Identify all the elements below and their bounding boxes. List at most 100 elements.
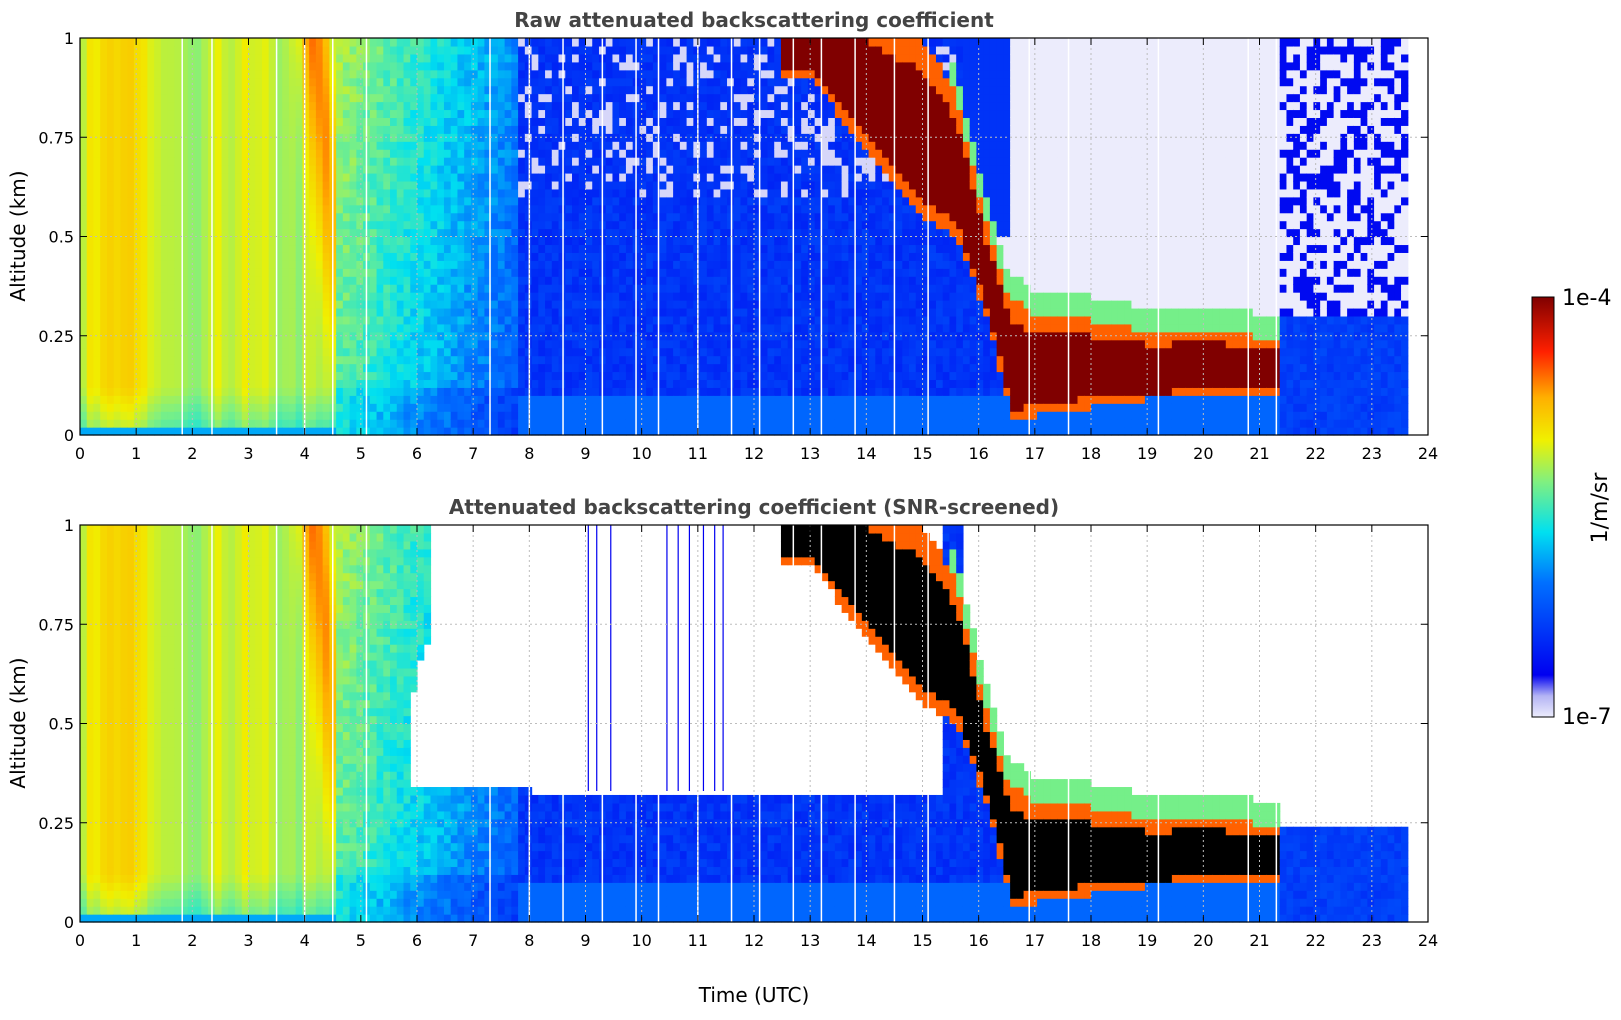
heatmap-cell <box>578 61 587 71</box>
heatmap-cell <box>457 61 465 71</box>
heatmap-cell <box>214 427 223 436</box>
heatmap-cell <box>181 387 189 396</box>
heatmap-cell <box>390 331 398 341</box>
heatmap-cell <box>282 363 290 373</box>
heatmap-cell <box>733 212 742 222</box>
heatmap-cell <box>565 125 573 134</box>
heatmap-cell <box>302 427 310 436</box>
heatmap-cell <box>295 220 304 230</box>
heatmap-cell <box>201 53 209 63</box>
heatmap-cell <box>706 252 715 261</box>
heatmap-cell <box>194 196 202 206</box>
heatmap-cell <box>477 355 485 365</box>
heatmap-cell <box>261 363 270 373</box>
heatmap-cell <box>282 172 290 182</box>
heatmap-cell <box>214 315 223 325</box>
heatmap-cell <box>464 403 472 412</box>
heatmap-cell <box>686 427 694 436</box>
heatmap-cell <box>342 355 351 365</box>
heatmap-cell <box>747 268 755 277</box>
heatmap-cell <box>160 236 169 246</box>
heatmap-cell <box>639 141 647 150</box>
heatmap-cell <box>154 427 162 436</box>
heatmap-cell <box>491 315 499 325</box>
heatmap-cell <box>410 403 418 412</box>
heatmap-cell <box>652 427 661 436</box>
heatmap-cell <box>437 268 445 277</box>
heatmap-cell <box>504 268 512 277</box>
heatmap-cell <box>740 355 748 365</box>
heatmap-cell <box>221 339 229 349</box>
heatmap-cell <box>679 395 688 404</box>
heatmap-cell <box>639 69 647 79</box>
heatmap-cell <box>261 77 270 87</box>
heatmap-cell <box>201 109 209 118</box>
heatmap-cell <box>524 315 533 325</box>
heatmap-cell <box>619 204 627 214</box>
heatmap-cell <box>187 228 196 238</box>
heatmap-cell <box>214 339 223 349</box>
heatmap-cell <box>235 260 243 269</box>
heatmap-cell <box>410 371 418 381</box>
heatmap-cell <box>261 395 270 404</box>
heatmap-cell <box>309 125 317 134</box>
heatmap-cell <box>288 339 297 349</box>
heatmap-cell <box>113 339 122 349</box>
heatmap-cell <box>619 133 627 142</box>
heatmap-cell <box>558 220 566 230</box>
heatmap-cell <box>747 212 755 222</box>
heatmap-cell <box>491 363 499 373</box>
heatmap-cell <box>241 347 250 357</box>
heatmap-cell <box>390 371 398 381</box>
heatmap-cell <box>545 419 553 428</box>
heatmap-cell <box>700 347 708 357</box>
heatmap-cell <box>261 165 270 174</box>
heatmap-cell <box>127 268 135 277</box>
heatmap-cell <box>740 212 748 222</box>
heatmap-cell <box>261 109 270 118</box>
heatmap-cell <box>194 165 202 174</box>
heatmap-cell <box>309 252 317 261</box>
heatmap-cell <box>396 307 405 317</box>
heatmap-cell <box>733 252 742 261</box>
heatmap-cell <box>147 53 155 63</box>
heatmap-cell <box>268 300 277 309</box>
heatmap-cell <box>383 220 391 230</box>
heatmap-cell <box>187 165 196 174</box>
heatmap-cell <box>342 141 351 150</box>
heatmap-cell <box>733 427 742 436</box>
heatmap-cell <box>464 45 472 55</box>
heatmap-cell <box>477 69 485 79</box>
heatmap-cell <box>747 236 755 246</box>
heatmap-cell <box>551 165 560 174</box>
heatmap-cell <box>572 180 580 190</box>
heatmap-cell <box>470 355 479 365</box>
heatmap-cell <box>733 53 742 63</box>
heatmap-cell <box>383 355 391 365</box>
heatmap-cell <box>639 252 647 261</box>
heatmap-cell <box>619 395 627 404</box>
heatmap-cell <box>396 236 405 246</box>
heatmap-cell <box>545 307 553 317</box>
heatmap-cell <box>545 125 553 134</box>
heatmap-cell <box>504 363 512 373</box>
heatmap-cell <box>504 276 512 285</box>
heatmap-cell <box>390 141 398 150</box>
heatmap-cell <box>551 188 560 198</box>
heatmap-cell <box>612 141 620 150</box>
heatmap-cell <box>396 117 405 126</box>
heatmap-cell <box>248 395 256 404</box>
heatmap-cell <box>457 403 465 412</box>
heatmap-cell <box>464 260 472 269</box>
heatmap-cell <box>605 165 614 174</box>
heatmap-cell <box>713 212 721 222</box>
heatmap-cell <box>551 403 560 412</box>
heatmap-cell <box>605 117 614 126</box>
heatmap-cell <box>214 355 223 365</box>
heatmap-cell <box>288 61 297 71</box>
heatmap-cell <box>390 339 398 349</box>
heatmap-cell <box>309 268 317 277</box>
heatmap-cell <box>194 204 202 214</box>
heatmap-cell <box>194 38 202 47</box>
heatmap-cell <box>585 244 593 253</box>
